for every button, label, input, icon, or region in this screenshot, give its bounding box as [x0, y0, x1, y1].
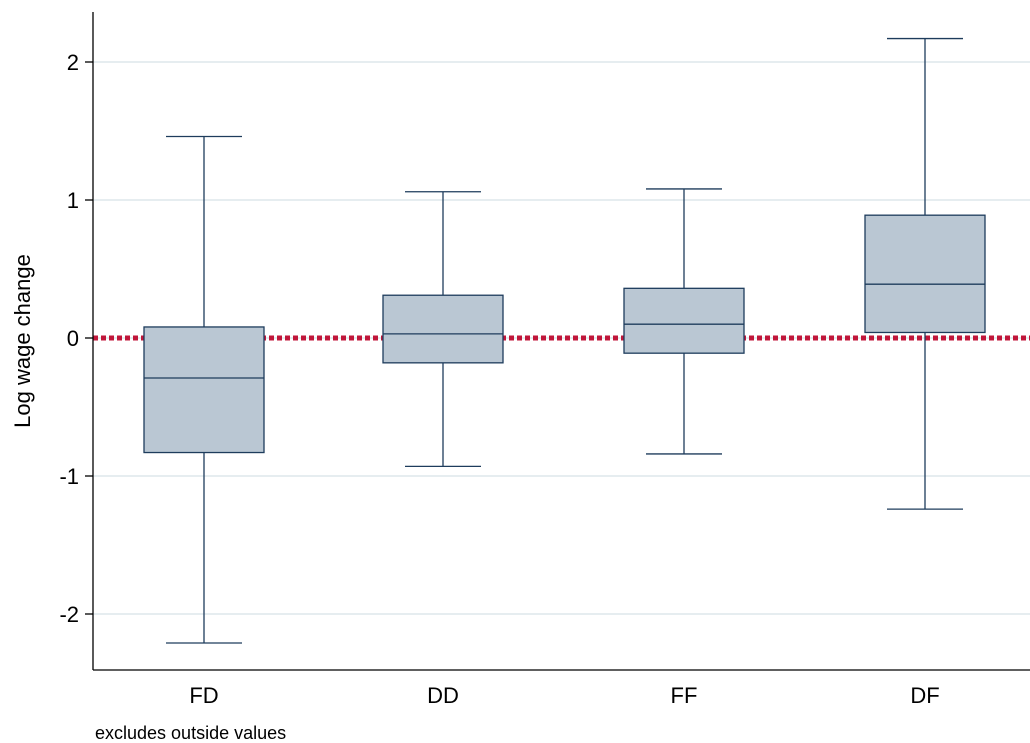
y-tick-label--1: -1 — [59, 464, 79, 489]
y-tick-label-2: 2 — [67, 50, 79, 75]
y-tick-label-1: 1 — [67, 188, 79, 213]
x-category-label-FF: FF — [671, 683, 698, 708]
y-ticks: -2 -1 0 1 2 — [59, 50, 93, 627]
x-category-label-FD: FD — [189, 683, 218, 708]
x-category-label-DF: DF — [910, 683, 939, 708]
box-DD — [382, 191, 504, 467]
boxes — [143, 37, 986, 644]
x-category-labels: FD DD FF DF — [189, 683, 939, 708]
box-FF — [623, 188, 745, 455]
y-tick-label-0: 0 — [67, 326, 79, 351]
iqr-box-FF — [623, 287, 745, 354]
iqr-box-DF — [864, 214, 986, 334]
y-axis-title: Log wage change — [10, 254, 35, 428]
y-tick-label--2: -2 — [59, 602, 79, 627]
box-DF — [864, 37, 986, 510]
chart-note: excludes outside values — [95, 723, 286, 743]
box-FD — [143, 135, 265, 644]
iqr-box-FD — [143, 326, 265, 454]
x-category-label-DD: DD — [427, 683, 459, 708]
iqr-box-DD — [382, 294, 504, 364]
